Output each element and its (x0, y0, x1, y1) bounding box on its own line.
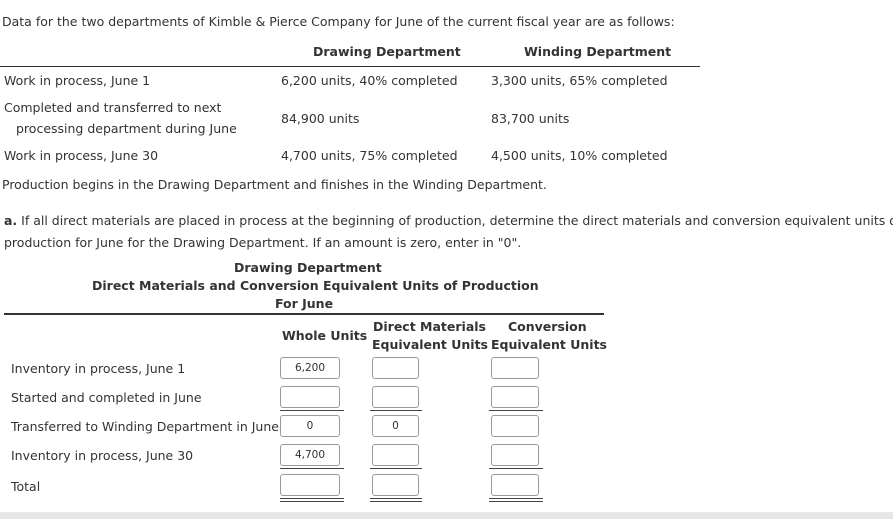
data-row-drawing-value: 4,700 units, 75% completed (281, 148, 458, 163)
subtotal-rule (489, 410, 543, 411)
data-row-drawing-value: 6,200 units, 40% completed (281, 73, 458, 88)
intro-text: Data for the two departments of Kimble &… (2, 14, 675, 29)
data-row-label: Completed and transferred to next (4, 100, 222, 115)
col-header-dm-line2: Equivalent Units (372, 337, 488, 352)
header-drawing-department: Drawing Department (313, 44, 461, 59)
question-line-2: production for June for the Drawing Depa… (4, 235, 522, 250)
col-header-dm-line1: Direct Materials (373, 319, 486, 334)
question-line-1: a. If all direct materials are placed in… (4, 213, 893, 228)
col-header-conv-line2: Equivalent Units (491, 337, 607, 352)
conv-eu-input-total[interactable] (491, 474, 539, 496)
schedule-top-rule (4, 313, 604, 315)
dm-eu-input-total[interactable] (372, 474, 419, 496)
schedule-row-label: Started and completed in June (11, 390, 202, 405)
conv-eu-input-started-completed[interactable] (491, 386, 539, 408)
schedule-subtitle: Direct Materials and Conversion Equivale… (92, 278, 539, 293)
whole-units-input-total[interactable] (280, 474, 340, 496)
dm-eu-input-started-completed[interactable] (372, 386, 419, 408)
production-note: Production begins in the Drawing Departm… (2, 177, 547, 192)
whole-units-input-inventory-june-30[interactable] (280, 444, 340, 466)
data-row-label: Work in process, June 1 (4, 73, 151, 88)
dm-eu-input-transferred[interactable] (372, 415, 419, 437)
schedule-row-label: Total (11, 479, 41, 494)
col-header-whole-units: Whole Units (282, 328, 368, 343)
schedule-title: Drawing Department (234, 260, 382, 275)
header-winding-department: Winding Department (524, 44, 672, 59)
schedule-period: For June (275, 296, 334, 311)
subtotal-rule (280, 410, 344, 411)
total-double-rule (280, 498, 344, 502)
question-text: If all direct materials are placed in pr… (21, 213, 893, 228)
conv-eu-input-inventory-june-30[interactable] (491, 444, 539, 466)
whole-units-input-transferred[interactable] (280, 415, 340, 437)
dm-eu-input-inventory-june-1[interactable] (372, 357, 419, 379)
data-table-header-rule (0, 66, 700, 67)
question-letter: a. (4, 213, 18, 228)
subtotal-rule (280, 468, 344, 469)
conv-eu-input-transferred[interactable] (491, 415, 539, 437)
data-row-winding-value: 3,300 units, 65% completed (491, 73, 668, 88)
dm-eu-input-inventory-june-30[interactable] (372, 444, 419, 466)
data-row-winding-value: 4,500 units, 10% completed (491, 148, 668, 163)
whole-units-input-started-completed[interactable] (280, 386, 340, 408)
subtotal-rule (489, 468, 543, 469)
schedule-row-label: Transferred to Winding Department in Jun… (11, 419, 279, 434)
data-row-drawing-value: 84,900 units (281, 111, 360, 126)
data-row-label-continued: processing department during June (16, 121, 237, 136)
schedule-row-label: Inventory in process, June 30 (11, 448, 194, 463)
subtotal-rule (370, 410, 422, 411)
col-header-conv-line1: Conversion (508, 319, 587, 334)
total-double-rule (370, 498, 422, 502)
total-double-rule (489, 498, 543, 502)
schedule-row-label: Inventory in process, June 1 (11, 361, 186, 376)
bottom-scroll-edge (0, 512, 893, 519)
subtotal-rule (370, 468, 422, 469)
whole-units-input-inventory-june-1[interactable] (280, 357, 340, 379)
data-row-label: Work in process, June 30 (4, 148, 159, 163)
conv-eu-input-inventory-june-1[interactable] (491, 357, 539, 379)
data-row-winding-value: 83,700 units (491, 111, 570, 126)
